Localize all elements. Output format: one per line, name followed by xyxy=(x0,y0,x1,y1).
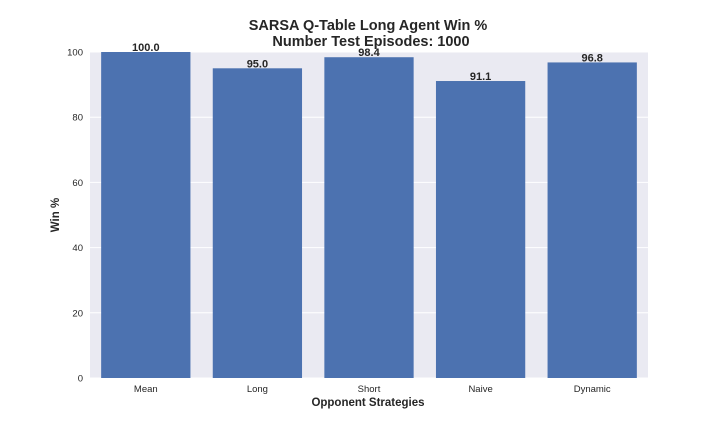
data-label: 98.4 xyxy=(358,47,380,59)
bar-naive xyxy=(435,81,526,378)
data-label: 96.8 xyxy=(581,52,602,64)
bars xyxy=(101,52,637,379)
y-tick-label: 60 xyxy=(72,178,83,189)
x-tick-label: Short xyxy=(358,384,381,395)
y-tick-label: 20 xyxy=(72,308,83,319)
bar-mean xyxy=(101,52,191,378)
x-tick-labels: Mean Long Short Naive Dynamic xyxy=(134,384,611,395)
chart-title-line-2: Number Test Episodes: 1000 xyxy=(272,34,469,50)
bar-short xyxy=(324,57,414,378)
bar-long xyxy=(212,68,303,379)
y-axis-label: Win % xyxy=(50,198,62,232)
data-label: 95.0 xyxy=(247,58,268,70)
y-tick-label: 0 xyxy=(78,374,83,385)
y-tick-label: 40 xyxy=(72,243,83,254)
data-label: 100.0 xyxy=(132,42,160,54)
chart-title: SARSA Q-Table Long Agent Win % Number Te… xyxy=(249,18,488,50)
x-tick-label: Mean xyxy=(134,384,158,395)
x-axis-label: Opponent Strategies xyxy=(311,397,424,409)
x-tick-label: Naive xyxy=(468,384,492,395)
data-label: 91.1 xyxy=(470,71,491,83)
y-tick-label: 100 xyxy=(67,48,83,59)
x-tick-label: Long xyxy=(247,384,268,395)
bar-dynamic xyxy=(547,62,637,378)
y-tick-labels: 0 20 40 60 80 100 xyxy=(67,48,83,385)
chart-title-line-1: SARSA Q-Table Long Agent Win % xyxy=(249,18,488,34)
data-labels: 100.0 95.0 98.4 91.1 96.8 xyxy=(132,42,603,83)
y-tick-label: 80 xyxy=(72,113,83,124)
x-tick-label: Dynamic xyxy=(574,384,611,395)
